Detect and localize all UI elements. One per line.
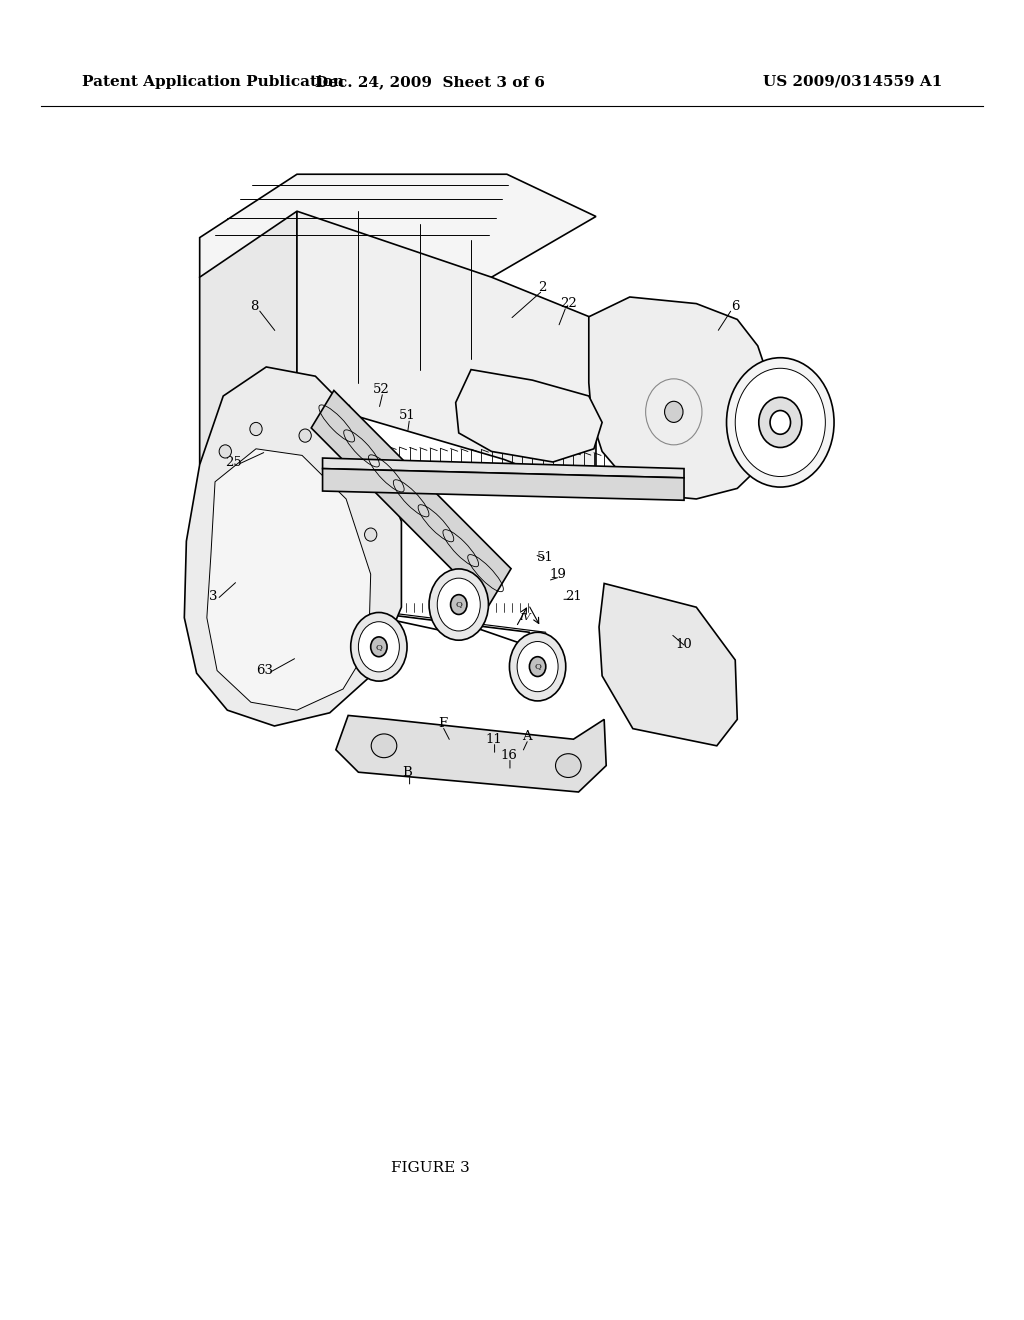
Text: 63: 63	[256, 664, 272, 677]
Ellipse shape	[665, 401, 683, 422]
Ellipse shape	[510, 632, 565, 701]
Text: 19: 19	[550, 568, 566, 581]
Ellipse shape	[219, 445, 231, 458]
Text: 52: 52	[373, 383, 389, 396]
Text: Q: Q	[456, 601, 462, 609]
Text: 8: 8	[250, 300, 258, 313]
Ellipse shape	[517, 642, 558, 692]
Text: 3: 3	[209, 590, 217, 603]
Text: IV: IV	[519, 614, 531, 622]
Text: 9: 9	[513, 379, 521, 392]
Text: Patent Application Publication: Patent Application Publication	[82, 75, 344, 88]
Polygon shape	[200, 174, 596, 277]
Ellipse shape	[371, 636, 387, 656]
Text: 5: 5	[782, 436, 791, 449]
Ellipse shape	[735, 368, 825, 477]
Text: 10: 10	[676, 638, 692, 651]
Ellipse shape	[529, 657, 546, 676]
Polygon shape	[323, 458, 684, 478]
Text: 51: 51	[399, 409, 416, 422]
Polygon shape	[184, 367, 401, 726]
Ellipse shape	[555, 754, 582, 777]
Text: A: A	[522, 730, 532, 743]
Ellipse shape	[759, 397, 802, 447]
Text: 2: 2	[539, 281, 547, 294]
Text: 22: 22	[430, 475, 446, 488]
Text: US 2009/0314559 A1: US 2009/0314559 A1	[763, 75, 942, 88]
Polygon shape	[336, 715, 606, 792]
Polygon shape	[456, 370, 602, 462]
Ellipse shape	[299, 429, 311, 442]
Polygon shape	[297, 211, 596, 495]
Text: F: F	[438, 717, 446, 730]
Ellipse shape	[365, 528, 377, 541]
Text: 25: 25	[225, 455, 242, 469]
Polygon shape	[589, 297, 768, 499]
Text: IV: IV	[338, 414, 350, 422]
Text: 11: 11	[485, 733, 502, 746]
Polygon shape	[599, 583, 737, 746]
Ellipse shape	[371, 734, 397, 758]
Polygon shape	[311, 391, 511, 606]
Ellipse shape	[437, 578, 480, 631]
Polygon shape	[200, 211, 297, 465]
Ellipse shape	[727, 358, 834, 487]
Ellipse shape	[350, 612, 408, 681]
Polygon shape	[323, 469, 684, 500]
Text: Q: Q	[535, 663, 541, 671]
Ellipse shape	[770, 411, 791, 434]
Ellipse shape	[250, 422, 262, 436]
Ellipse shape	[451, 594, 467, 615]
Text: 51: 51	[537, 550, 553, 564]
Ellipse shape	[342, 469, 354, 482]
Text: 16: 16	[501, 748, 517, 762]
Text: 21: 21	[565, 590, 582, 603]
Text: Dec. 24, 2009  Sheet 3 of 6: Dec. 24, 2009 Sheet 3 of 6	[315, 75, 545, 88]
Text: B: B	[402, 766, 413, 779]
Text: Q: Q	[376, 643, 382, 651]
Text: 6: 6	[731, 300, 739, 313]
Ellipse shape	[358, 622, 399, 672]
Text: FIGURE 3: FIGURE 3	[391, 1162, 469, 1175]
Polygon shape	[207, 449, 371, 710]
Text: 22: 22	[560, 297, 577, 310]
Ellipse shape	[429, 569, 488, 640]
